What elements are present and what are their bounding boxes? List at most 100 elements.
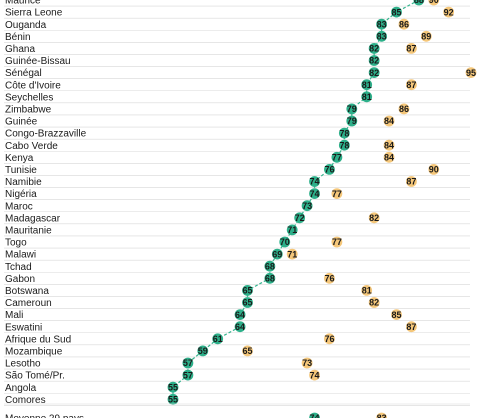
series-b-value-label: 77 [332, 189, 342, 199]
series-a-value-label: 79 [347, 104, 357, 114]
series-a-value-label: 82 [369, 68, 379, 78]
series-a-value-label: 74 [310, 177, 320, 187]
series-a-value-label: 78 [339, 140, 349, 150]
country-label: Kenya [5, 153, 34, 164]
series-b-point [324, 333, 335, 345]
series-a-value-label: 61 [213, 334, 223, 344]
series-b-point [398, 18, 410, 30]
series-a-value-label: 72 [295, 213, 305, 223]
country-label: Maroc [5, 201, 33, 212]
series-b-point [286, 248, 298, 260]
series-b-point [331, 188, 343, 200]
series-b-value-label: 85 [391, 310, 401, 320]
country-label: Madagascar [5, 213, 61, 224]
series-b-value-label: 84 [384, 116, 394, 126]
series-a-value-label: 81 [362, 80, 372, 90]
series-a-value-label: 79 [347, 116, 357, 126]
series-a-point [279, 236, 291, 248]
series-a-point [212, 333, 224, 345]
series-a-value-label: 57 [183, 370, 193, 380]
average-series-a-value-label: 74 [310, 413, 320, 418]
series-b-point [361, 285, 373, 296]
series-a-point [301, 200, 313, 212]
series-a-value-label: 85 [391, 7, 401, 17]
series-b-value-label: 81 [362, 286, 372, 296]
series-a-point [167, 393, 179, 405]
series-a-point [234, 321, 246, 333]
series-a-value-label: 78 [339, 128, 349, 138]
series-a-point [309, 176, 320, 187]
series-b-value-label: 82 [369, 298, 379, 308]
series-a-value-label: 57 [183, 358, 193, 368]
series-a-point [309, 188, 320, 200]
series-a-value-label: 88 [414, 0, 424, 5]
series-b-point [406, 176, 417, 187]
country-label: Malawi [5, 250, 36, 261]
series-a-value-label: 74 [310, 189, 320, 199]
series-a-point [242, 285, 253, 296]
country-label: Sénégal [5, 68, 42, 79]
series-a-point [368, 43, 380, 54]
series-a-value-label: 65 [242, 298, 252, 308]
country-label: Namibie [5, 177, 42, 188]
country-label: Guinée-Bissau [5, 56, 71, 67]
series-b-point [391, 309, 402, 320]
country-label: Mauritanie [5, 226, 52, 237]
series-b-point [428, 0, 440, 6]
series-b-point [301, 357, 313, 369]
series-a-trend-line [172, 0, 420, 400]
series-a-value-label: 65 [242, 286, 252, 296]
country-label: Seychelles [5, 92, 53, 103]
series-b-value-label: 90 [429, 0, 439, 5]
series-a-point [368, 67, 380, 78]
country-label: Ouganda [5, 20, 47, 31]
series-a-value-label: 83 [377, 19, 387, 29]
series-a-point [294, 212, 306, 224]
series-b-value-label: 87 [406, 80, 416, 90]
country-label: Ghana [5, 44, 35, 55]
series-b-point [324, 272, 335, 284]
series-a-point [197, 345, 209, 357]
country-label: Mali [5, 310, 23, 321]
series-a-point [368, 55, 380, 66]
series-b-point [368, 297, 380, 308]
series-b-point [398, 103, 410, 115]
country-label: Cameroun [5, 298, 52, 309]
series-a-value-label: 73 [302, 201, 312, 211]
country-label: Lesotho [5, 359, 41, 370]
series-a-markers: 88 85 83 83 82 82 82 81 81 79 79 78 78 77 76 74 74 73 72 71… [167, 0, 425, 405]
country-label: Angola [5, 383, 37, 394]
series-a-value-label: 55 [168, 395, 178, 405]
series-a-point [271, 248, 283, 260]
series-a-point [391, 6, 402, 18]
series-b-point [406, 321, 417, 333]
series-a-point [182, 357, 194, 369]
series-b-value-label: 87 [406, 322, 416, 332]
series-a-point [361, 79, 373, 91]
series-b-point [420, 30, 432, 42]
country-label: Tunisie [5, 165, 37, 176]
country-label: Togo [5, 238, 27, 249]
series-b-point [242, 345, 253, 357]
country-label: Afrique du Sud [5, 334, 71, 345]
series-b-value-label: 87 [406, 44, 416, 54]
country-label: Gabon [5, 274, 35, 285]
average-series-b-point [376, 412, 387, 418]
average-row: Moyenne 29 pays 83 74 [4, 403, 470, 418]
country-label: Eswatini [5, 322, 42, 333]
series-b-value-label: 90 [429, 165, 439, 175]
series-a-point [361, 91, 373, 103]
series-a-point [242, 297, 253, 308]
series-b-value-label: 84 [384, 153, 394, 163]
country-label: Comores [5, 395, 46, 406]
series-a-value-label: 76 [324, 165, 334, 175]
series-a-value-label: 55 [168, 382, 178, 392]
series-a-value-label: 83 [377, 32, 387, 42]
series-a-value-label: 70 [280, 237, 290, 247]
average-series-b-value-label: 83 [377, 413, 387, 418]
series-a-point [376, 30, 387, 42]
country-label: Mozambique [5, 347, 63, 358]
series-b-value-label: 65 [242, 346, 252, 356]
series-a-point [264, 272, 276, 284]
